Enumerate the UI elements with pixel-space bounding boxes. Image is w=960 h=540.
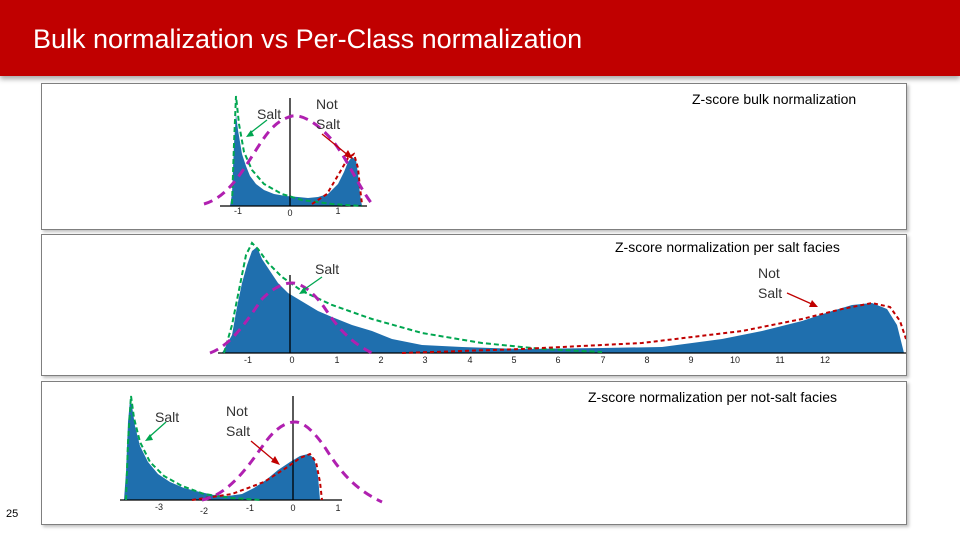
bulk-not-salt-label-line1: Not	[316, 96, 338, 112]
slide-header: Bulk normalization vs Per-Class normaliz…	[0, 0, 960, 76]
per-not-salt-tick: -1	[245, 503, 255, 513]
per-salt-not-salt-label-line1: Not	[758, 265, 780, 281]
per-salt-histogram-plot	[209, 241, 906, 355]
bulk-salt-curve	[231, 95, 363, 207]
slide-number: 25	[6, 508, 19, 520]
per-not-salt-tick: 0	[290, 503, 296, 513]
bulk-salt-arrow	[248, 119, 268, 135]
per-not-salt-tick: -3	[154, 502, 164, 512]
per-salt-tick: 3	[422, 355, 428, 365]
per-not-salt-not-salt-arrowhead	[271, 456, 280, 465]
per-not-salt-tick: -2	[199, 506, 209, 516]
per-salt-tick: 2	[378, 355, 384, 365]
per-salt-gaussian-curve	[209, 281, 373, 355]
per-salt-tick: 5	[511, 355, 517, 365]
bulk-salt-label: Salt	[257, 106, 282, 122]
per-salt-tick: 7	[600, 355, 606, 365]
per-salt-salt-arrow	[301, 276, 323, 292]
bulk-histogram-area	[230, 114, 362, 206]
per-not-salt-salt-arrow	[147, 421, 167, 439]
bulk-salt-arrowhead	[246, 130, 254, 137]
per-salt-tick: 1	[334, 355, 340, 365]
per-not-salt-histogram-plot	[120, 395, 383, 504]
per-salt-tick: 11	[775, 355, 785, 365]
slide-title: Bulk normalization vs Per-Class normaliz…	[33, 24, 583, 54]
per-salt-tick: 0	[289, 355, 295, 365]
per-salt-salt-arrowhead	[299, 287, 307, 294]
per-salt-tick: -1	[243, 355, 253, 365]
per-not-salt-not-salt-arrow	[250, 440, 277, 463]
per-not-salt-histogram-area	[124, 400, 320, 500]
per-not-salt-salt-arrowhead	[145, 434, 153, 441]
per-salt-tick: 8	[644, 355, 650, 365]
bulk-panel-title: Z-score bulk normalization	[692, 91, 857, 107]
per-salt-not-salt-arrow	[786, 292, 815, 306]
per-not-salt-salt-label: Salt	[155, 409, 180, 425]
per-salt-not-salt-label-line2: Salt	[758, 285, 783, 301]
per-salt-not-salt-curve	[401, 301, 906, 354]
per-salt-salt-label: Salt	[315, 261, 340, 277]
per-salt-tick: 9	[688, 355, 694, 365]
bulk-histogram-plot	[203, 95, 374, 207]
per-not-salt-not-salt-label-line1: Not	[226, 403, 248, 419]
bulk-not-salt-arrow	[321, 133, 350, 157]
per-salt-panel-title: Z-score normalization per salt facies	[615, 239, 840, 255]
bulk-tick: 1	[335, 206, 341, 216]
per-not-salt-not-salt-label-line2: Salt	[226, 423, 251, 439]
bulk-gaussian-curve	[203, 114, 374, 206]
per-salt-tick: 12	[819, 355, 831, 365]
per-salt-not-salt-arrowhead	[809, 300, 818, 307]
panel-per-not-salt: Z-score normalization per not-salt facie…	[41, 381, 907, 525]
panel-per-salt: Z-score normalization per salt facies Sa…	[41, 234, 907, 376]
per-not-salt-gaussian-curve	[201, 420, 383, 504]
per-not-salt-panel-title: Z-score normalization per not-salt facie…	[588, 389, 837, 405]
per-not-salt-tick: 1	[335, 503, 341, 513]
bulk-not-salt-arrowhead	[344, 150, 353, 159]
panel-bulk: Z-score bulk normalization Salt Not Salt…	[41, 83, 907, 230]
bulk-tick: 0	[287, 208, 293, 218]
per-not-salt-salt-curve	[125, 395, 263, 501]
bulk-tick: -1	[233, 206, 243, 216]
per-salt-tick: 10	[729, 355, 741, 365]
bulk-not-salt-label-line2: Salt	[316, 116, 341, 132]
per-salt-salt-curve	[223, 241, 603, 354]
per-salt-tick: 4	[467, 355, 473, 365]
per-not-salt-not-salt-curve	[191, 452, 323, 501]
per-salt-tick: 6	[555, 355, 561, 365]
